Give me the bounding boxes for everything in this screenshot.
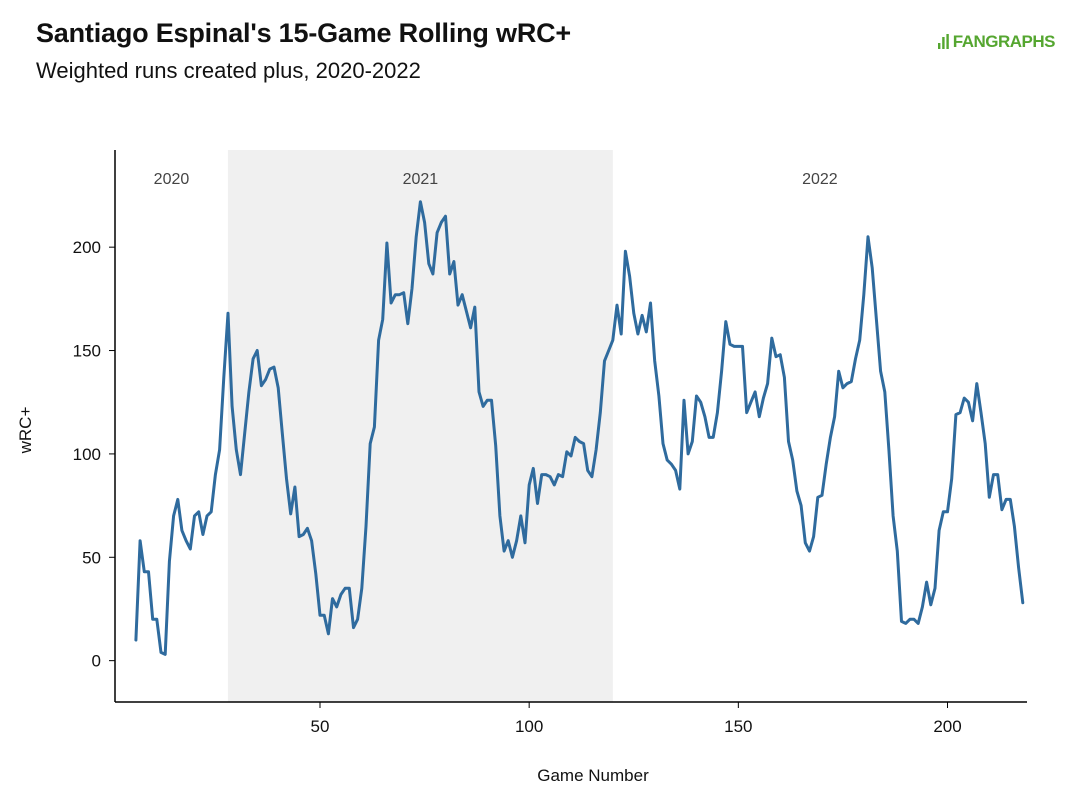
x-tick-label-100: 100 xyxy=(515,717,543,736)
fangraphs-logo-text: FANGRAPHS xyxy=(952,32,1056,51)
x-axis-title: Game Number xyxy=(537,766,649,785)
axes: 50 100 150 200 0 50 100 150 200 xyxy=(73,150,1027,736)
y-axis-title: wRC+ xyxy=(16,407,35,455)
chart-title: Santiago Espinal's 15-Game Rolling wRC+ xyxy=(36,18,571,48)
y-tick-label-0: 0 xyxy=(92,652,101,671)
series-line-0 xyxy=(134,200,1025,656)
chart-subtitle: Weighted runs created plus, 2020-2022 xyxy=(36,58,421,83)
x-tick-label-200: 200 xyxy=(933,717,961,736)
series-layer xyxy=(134,200,1025,656)
fangraphs-logo-icon xyxy=(937,34,949,49)
season-bands: 2020 2021 2022 xyxy=(154,150,838,702)
season-label-2022: 2022 xyxy=(802,171,838,188)
x-tick-label-150: 150 xyxy=(724,717,752,736)
season-label-2021: 2021 xyxy=(403,171,439,188)
y-tick-label-200: 200 xyxy=(73,238,101,257)
y-tick-label-150: 150 xyxy=(73,342,101,361)
season-label-2020: 2020 xyxy=(154,171,190,188)
y-tick-label-100: 100 xyxy=(73,445,101,464)
y-tick-label-50: 50 xyxy=(82,548,101,567)
season-band-2021 xyxy=(227,150,613,702)
x-tick-label-50: 50 xyxy=(311,717,330,736)
fangraphs-logo: FANGRAPHS xyxy=(937,32,1056,52)
